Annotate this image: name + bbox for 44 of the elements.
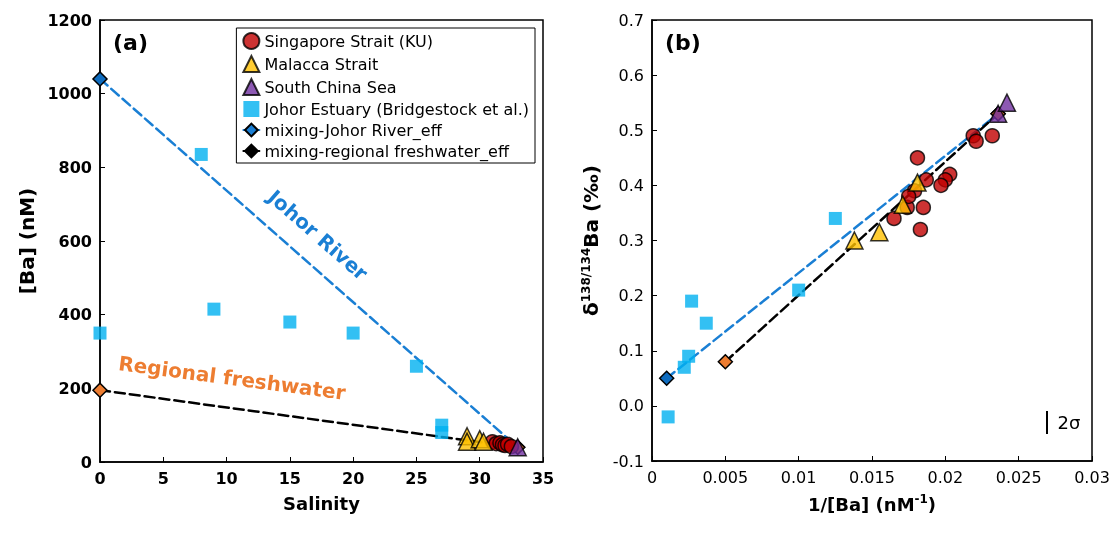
legend-label: South China Sea (264, 77, 397, 97)
y-tick-label: 0.1 (618, 341, 644, 361)
x-tick-label: 0.02 (927, 467, 964, 487)
y-tick-label: 0.0 (618, 396, 644, 416)
x-tick-label: 10 (215, 468, 238, 488)
y-tick-label: 800 (58, 157, 92, 177)
chart-title: (b) (665, 29, 701, 55)
x-tick-label: 15 (278, 468, 301, 488)
y-axis-title: [Ba] (nM) (14, 187, 39, 295)
x-tick-label: 25 (405, 468, 428, 488)
x-tick-label: 0 (94, 468, 106, 488)
y-tick-label: 1000 (47, 84, 92, 104)
y-tick-label: 0.7 (618, 10, 644, 30)
y-axis-title: δ138/134Ba (‰) (579, 164, 603, 317)
y-tick-label: 0.6 (618, 65, 644, 85)
y-tick-label: 1200 (47, 10, 92, 30)
y-tick-label: -0.1 (612, 451, 644, 471)
legend-label: mixing-Johor River_eff (264, 120, 443, 141)
y-tick-label: 0.5 (618, 120, 644, 140)
x-tick-label: 5 (157, 468, 169, 488)
x-tick-label: 0.01 (780, 467, 817, 487)
annotation: Regional freshwater (117, 351, 348, 405)
legend-label: Johor Estuary (Bridgestock et al.) (263, 99, 529, 119)
y-tick-label: 0.3 (618, 231, 644, 250)
x-tick-label: 20 (342, 468, 365, 488)
legend-label: Singapore Strait (KU) (264, 31, 434, 51)
y-tick-label: 0 (80, 452, 92, 472)
x-tick-label: 0 (646, 467, 658, 487)
chart-title: (a) (113, 29, 148, 55)
y-tick-label: 200 (58, 378, 92, 398)
x-tick-label: 30 (468, 468, 491, 488)
x-tick-label: 0.03 (1074, 467, 1110, 487)
y-tick-label: 0.4 (618, 175, 644, 195)
annotation: 2σ (1057, 411, 1081, 433)
legend-label: Malacca Strait (264, 54, 379, 74)
y-tick-label: 400 (58, 305, 92, 325)
x-axis-title: Salinity (283, 492, 361, 514)
x-tick-label: 35 (531, 468, 555, 488)
legend-label: mixing-regional freshwater_eff (264, 141, 510, 162)
y-tick-label: 600 (58, 231, 92, 251)
y-tick-label: 0.2 (618, 286, 644, 306)
x-tick-label: 0.005 (702, 467, 749, 487)
x-tick-label: 0.015 (849, 467, 895, 487)
x-tick-label: 0.025 (995, 467, 1042, 487)
